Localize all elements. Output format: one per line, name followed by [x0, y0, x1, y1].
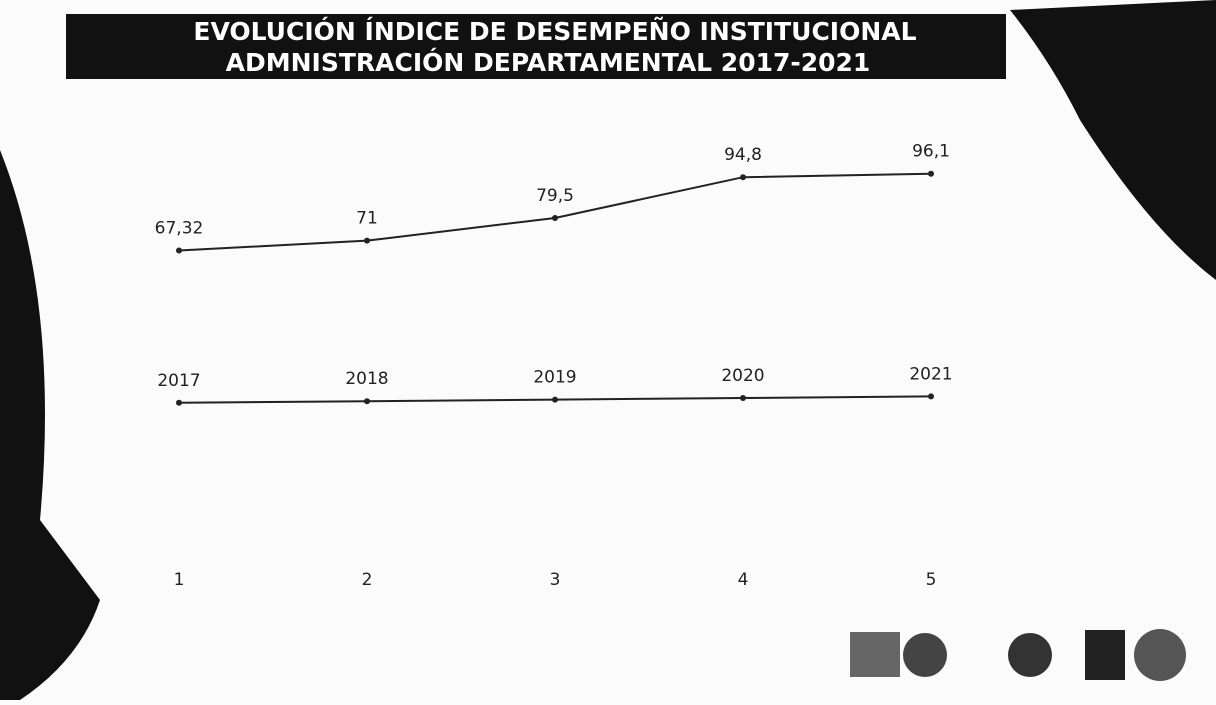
data-label: 2018: [345, 369, 388, 389]
x-tick-label: 3: [550, 570, 561, 590]
data-label: 2019: [533, 368, 576, 388]
data-label: 71: [356, 209, 378, 229]
logo: [903, 633, 947, 677]
data-point: [928, 393, 934, 400]
x-tick-label: 4: [738, 570, 749, 590]
logos: [850, 629, 1186, 681]
data-point: [176, 247, 182, 254]
chart-title: EVOLUCIÓN ÍNDICE DE DESEMPEÑO INSTITUCIO…: [193, 16, 916, 46]
logo: [1008, 633, 1052, 677]
data-point: [740, 395, 746, 401]
data-label: 96,1: [912, 142, 950, 162]
x-tick-label: 2: [362, 570, 373, 590]
data-label: 79,5: [536, 186, 574, 206]
logo: [1085, 630, 1125, 680]
data-point: [364, 398, 370, 405]
data-label: 67,32: [155, 218, 204, 238]
x-tick-label: 1: [174, 570, 185, 590]
chart-title: ADMNISTRACIÓN DEPARTAMENTAL 2017-2021: [226, 47, 871, 77]
x-tick-label: 5: [926, 570, 937, 590]
right-decoration: [1010, 0, 1216, 280]
data-point: [928, 170, 934, 177]
data-label: 2021: [909, 364, 952, 384]
left-decoration: [0, 150, 100, 700]
data-label: 2017: [157, 371, 200, 391]
data-point: [552, 396, 558, 403]
data-point: [740, 174, 746, 181]
data-point: [552, 215, 558, 221]
data-label: 2020: [721, 366, 764, 386]
logo: [850, 632, 900, 677]
data-point: [364, 237, 370, 244]
title-bar: [66, 14, 1006, 79]
logo: [1134, 629, 1186, 681]
data-point: [176, 399, 182, 406]
data-label: 94,8: [724, 145, 762, 165]
